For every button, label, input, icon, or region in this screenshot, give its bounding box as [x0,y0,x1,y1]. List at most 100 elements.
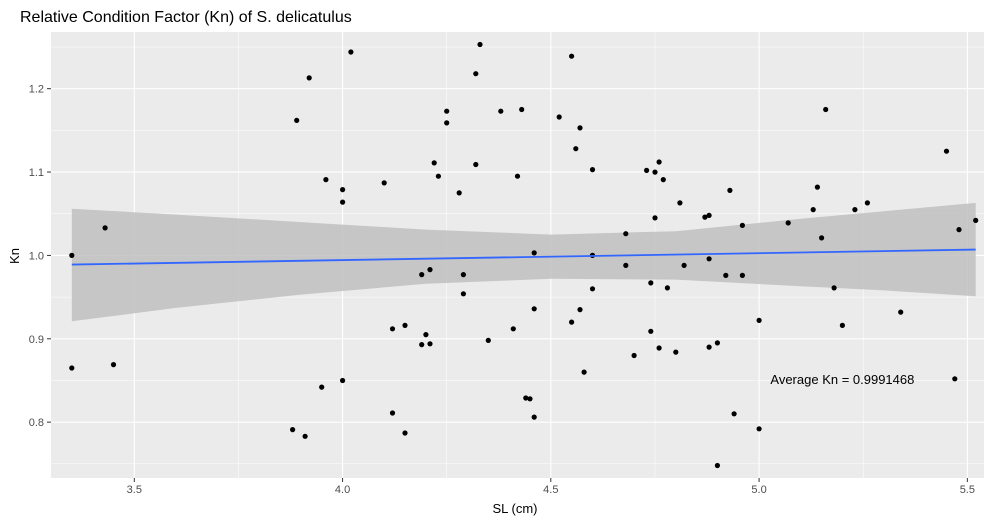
data-point [664,285,671,291]
data-point [943,148,950,154]
data-point [498,108,504,114]
data-point [739,272,746,278]
data-point [69,252,75,258]
data-point [402,430,408,436]
data-point [831,285,837,291]
data-point [785,220,791,226]
data-point [814,184,821,190]
y-tick-label: 1.1 [29,167,44,179]
data-point [589,286,596,292]
data-point [581,369,587,375]
data-point [577,125,583,131]
data-point [340,377,346,384]
data-point [473,71,479,77]
x-tick-label: 4.0 [335,484,350,496]
x-tick-label: 5.5 [960,484,975,496]
data-point [819,235,825,241]
data-point [577,307,583,313]
data-point [460,291,466,297]
x-tick-label: 5.0 [751,484,766,496]
data-point [402,322,408,328]
data-point [519,106,525,113]
y-tick-label: 0.8 [29,417,44,429]
data-point [427,341,433,347]
data-point [485,337,491,343]
data-point [110,362,117,368]
data-point [727,187,733,193]
data-point [706,256,712,262]
data-point [444,120,450,126]
data-point [810,207,816,213]
data-point [431,160,437,166]
data-point [306,75,312,81]
data-point [531,414,537,420]
confidence-band [71,202,976,322]
data-point [589,167,596,173]
data-point [648,328,654,334]
data-point [294,117,300,123]
data-point [556,114,562,120]
data-point [673,349,679,355]
data-point [623,262,629,268]
data-point [956,227,962,233]
data-point [839,322,846,328]
data-point [652,169,658,175]
data-point [714,462,721,469]
data-point [656,159,662,165]
data-point [514,173,521,179]
data-point [573,146,579,152]
data-point [423,332,429,338]
plot-panel: Average Kn = 0.9991468 [51,32,984,478]
data-point [656,345,662,351]
data-point [852,207,858,213]
data-point [427,267,433,273]
data-point [864,200,871,206]
data-point [739,222,746,228]
data-point [389,326,396,332]
y-axis-title: Kn [7,248,22,264]
data-point [706,212,712,218]
data-point [973,217,979,223]
data-point [460,272,466,278]
data-point [714,340,721,346]
data-point [340,199,346,205]
data-point [631,352,637,359]
data-point [823,106,829,113]
data-point [569,53,575,59]
data-point [510,326,516,332]
data-point [444,108,450,114]
data-point [389,410,396,416]
data-point [381,180,387,186]
data-point [102,225,108,231]
data-point [723,272,729,278]
data-point [69,365,75,371]
data-point [623,231,629,237]
data-point [731,411,737,417]
data-point [477,41,483,48]
trend-line [71,248,976,266]
data-point [531,250,537,256]
data-point [473,161,479,168]
data-point [706,344,712,350]
data-point [419,272,425,278]
data-point [681,262,687,268]
data-point [340,187,346,193]
data-point [348,49,354,55]
x-tick-label: 3.5 [127,484,142,496]
y-tick-label: 1.2 [29,84,44,96]
data-point [952,376,958,382]
chart-title: Relative Condition Factor (Kn) of S. del… [20,9,352,26]
data-point [677,200,683,206]
x-tick-label: 4.5 [543,484,558,496]
x-axis-title: SL (cm) [492,501,537,516]
data-point [756,426,762,432]
data-point [756,317,762,323]
data-point [644,167,650,173]
data-point [660,177,666,183]
data-point [531,306,537,312]
data-point [527,396,533,402]
average-kn-annotation: Average Kn = 0.9991468 [770,372,914,387]
data-point [319,384,325,390]
data-point [652,215,658,221]
data-point [702,214,708,220]
